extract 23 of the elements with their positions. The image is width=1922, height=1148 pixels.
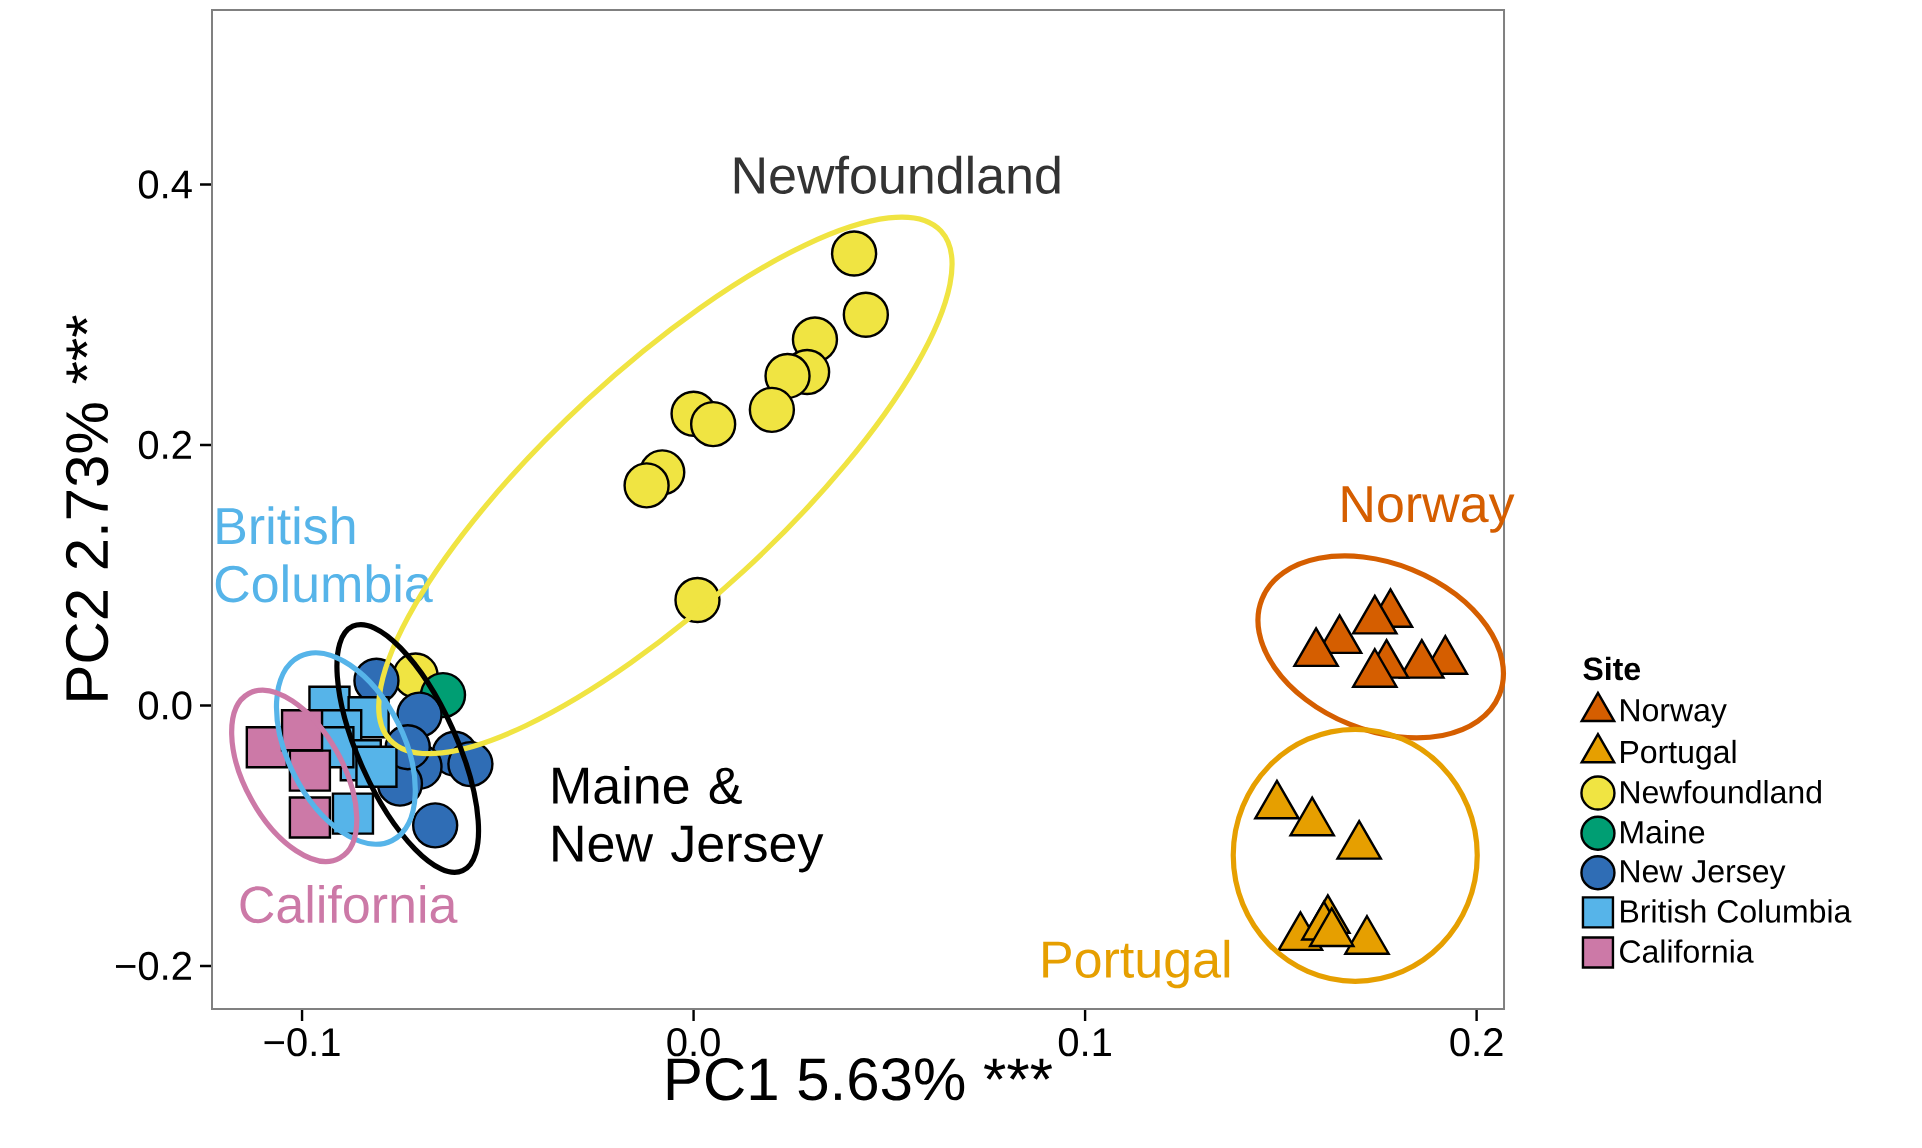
annotation: California bbox=[240, 884, 458, 924]
annotation: Maine & New Jersey bbox=[553, 765, 824, 873]
annotation: Norway bbox=[1342, 486, 1515, 533]
y-tick-label: 0.4 bbox=[138, 170, 192, 199]
x-tick-label: −0.1 bbox=[264, 1028, 340, 1057]
x-axis-title: PC1 5.63% *** bbox=[667, 1058, 1053, 1101]
y-tick-label: 0.2 bbox=[138, 430, 191, 460]
legend-label: Maine bbox=[1621, 820, 1705, 844]
y-tick-label: −0.2 bbox=[115, 951, 191, 981]
legend-label: California bbox=[1620, 939, 1754, 963]
legend-label: British Columbia bbox=[1621, 899, 1852, 923]
legend-label: Portugal bbox=[1621, 739, 1736, 770]
legend-label: Newfoundland bbox=[1621, 779, 1821, 804]
x-tick-label: 0.2 bbox=[1450, 1028, 1503, 1057]
legend-label: New Jersey bbox=[1621, 860, 1786, 889]
y-axis-title: PC2 2.73% *** bbox=[65, 315, 109, 700]
annotation: Portugal bbox=[1043, 939, 1230, 989]
legend-label: Norway bbox=[1621, 699, 1727, 728]
legend-title: Site bbox=[1583, 656, 1641, 681]
annotation: Newfoundland bbox=[734, 155, 1060, 194]
x-tick-label: 0.1 bbox=[1058, 1028, 1111, 1057]
y-tick-label: 0.0 bbox=[138, 691, 192, 720]
x-tick-label: 0.0 bbox=[667, 1028, 720, 1057]
